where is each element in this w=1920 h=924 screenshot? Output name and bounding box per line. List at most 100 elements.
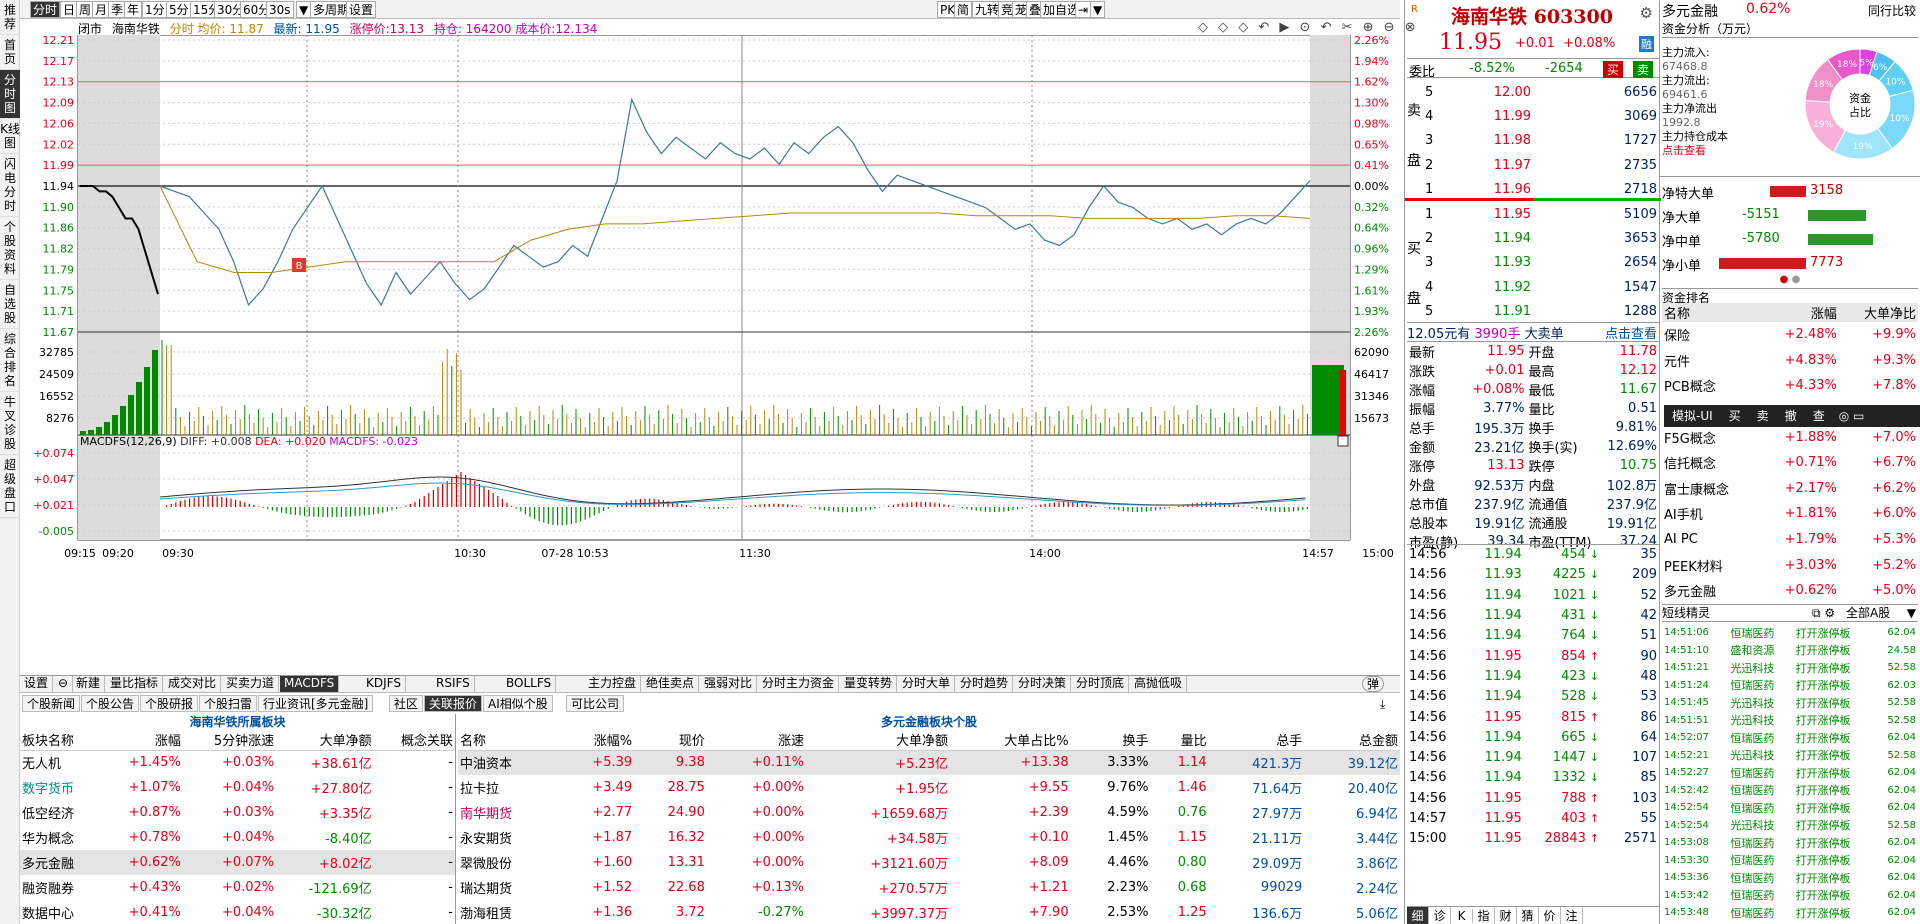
- nav-item-2[interactable]: 分时图: [0, 70, 20, 119]
- header-cell[interactable]: 现价: [634, 730, 707, 751]
- header-cell[interactable]: 涨速: [706, 730, 806, 751]
- table-row[interactable]: 渤海租赁 +1.36 3.72 -0.27% +3997.37万 +7.90 2.53% 1.…: [458, 900, 1400, 924]
- asks-row[interactable]: 5 12.00 6656: [1425, 84, 1657, 100]
- header-cell[interactable]: 总金额: [1304, 730, 1400, 751]
- period-tab-11[interactable]: 30s: [266, 1, 294, 18]
- buy-marker[interactable]: B: [292, 258, 306, 272]
- chart-tools[interactable]: ◇ ◇ ◇ ↶ ▶ ⊙ ↶ ✂ ⊕ ⊖ ⊗: [1198, 20, 1419, 35]
- download-icon[interactable]: ⤓: [1380, 697, 1386, 711]
- indicator-tab-19[interactable]: 高抛低吸: [1130, 676, 1188, 692]
- table-row[interactable]: 中油资本 +5.39 9.38 +0.11% +5.23亿 +13.38 3.33% 1.14…: [458, 750, 1400, 775]
- toolbar-right-4[interactable]: 茏: [1012, 1, 1031, 18]
- shortline-row[interactable]: 14:53:08 恒瑞医药 打开涨停板 62.04: [1664, 836, 1916, 850]
- bigorder-link[interactable]: 点击查看: [1604, 327, 1657, 342]
- table-row[interactable]: 富士康概念 +2.17% +6.2%: [1664, 480, 1916, 498]
- sim-menu-item-4[interactable]: 查: [1812, 409, 1825, 423]
- table-row[interactable]: 拉卡拉 +3.49 28.75 +0.00% +1.95亿 +9.55 9.76% 1.46 7…: [458, 775, 1400, 800]
- pager-dots[interactable]: ● ●: [1779, 274, 1801, 285]
- header-cell[interactable]: 大单净额: [805, 730, 951, 751]
- table-row[interactable]: 无人机 +1.45% +0.03% +38.61亿 -: [20, 750, 455, 775]
- toolbar-right-0[interactable]: PK: [937, 1, 959, 18]
- shortline-row[interactable]: 14:53:42 恒瑞医药 打开涨停板 62.04: [1664, 889, 1916, 903]
- sim-menu-item-0[interactable]: 模拟-UI: [1672, 409, 1713, 423]
- table-row[interactable]: 元件 +4.83% +9.3%: [1664, 352, 1916, 370]
- header-cell[interactable]: 板块名称: [20, 730, 102, 751]
- header-cell[interactable]: 量比: [1150, 730, 1209, 751]
- sub-tab-4[interactable]: 行业资讯[多元金融]: [258, 695, 374, 712]
- shortline-row[interactable]: 14:51:24 恒瑞医药 打开涨停板 62.03: [1664, 679, 1916, 693]
- shortline-row[interactable]: 14:51:45 光迅科技 打开涨停板 52.58: [1664, 696, 1916, 710]
- table-row[interactable]: PEEK材料 +3.03% +5.2%: [1664, 557, 1916, 575]
- quote-tab-7[interactable]: 注: [1561, 907, 1583, 924]
- nav-item-6[interactable]: 自选股: [0, 280, 20, 329]
- bids-row[interactable]: 1 11.95 5109: [1425, 206, 1657, 222]
- header-cell[interactable]: 概念关联: [373, 730, 455, 751]
- table-row[interactable]: AI PC +1.79% +5.3%: [1664, 532, 1916, 548]
- toolbar-right-8[interactable]: ▼: [1090, 1, 1106, 18]
- period-tab-0[interactable]: 分时: [30, 1, 61, 18]
- indicator-tab-1[interactable]: ⊖: [54, 676, 74, 692]
- table-row[interactable]: 信托概念 +0.71% +6.7%: [1664, 455, 1916, 473]
- asks-row[interactable]: 3 11.98 1727: [1425, 133, 1657, 149]
- shortline-row[interactable]: 14:52:42 恒瑞医药 打开涨停板 62.04: [1664, 784, 1916, 798]
- sub-tab-3[interactable]: 个股扫雷: [199, 695, 258, 712]
- nav-item-0[interactable]: 推荐: [0, 0, 20, 35]
- header-cell[interactable]: 名称: [458, 730, 557, 751]
- quote-tab-5[interactable]: 猜: [1517, 907, 1539, 924]
- shortline-row[interactable]: 14:52:54 光迅科技 打开涨停板 52.58: [1664, 819, 1916, 833]
- asks-row[interactable]: 4 11.99 3069: [1425, 109, 1657, 125]
- table-row[interactable]: 多元金融 +0.62% +5.0%: [1664, 583, 1916, 601]
- indicator-tab-13[interactable]: 分时主力资金: [758, 676, 840, 692]
- sub-tab-8[interactable]: 可比公司: [566, 695, 625, 712]
- quote-tab-0[interactable]: 细: [1407, 907, 1429, 924]
- indicator-tab-4[interactable]: 成交对比: [164, 676, 222, 692]
- quote-tab-3[interactable]: 指: [1473, 907, 1495, 924]
- header-cell[interactable]: 总手: [1208, 730, 1305, 751]
- shortline-row[interactable]: 14:52:27 恒瑞医药 打开涨停板 62.04: [1664, 766, 1916, 780]
- indicator-tab-8[interactable]: RSIFS: [432, 676, 475, 692]
- table-row[interactable]: 瑞达期货 +1.52 22.68 +0.13% +270.57万 +1.21 2.23% 0.…: [458, 875, 1400, 900]
- nav-item-9[interactable]: 超级盘口: [0, 455, 20, 518]
- header-cell[interactable]: 大单占比%: [950, 730, 1071, 751]
- indicator-tab-10[interactable]: 主力控盘: [584, 676, 642, 692]
- period-tab-7[interactable]: 5分: [166, 1, 192, 18]
- indicator-tab-7[interactable]: KDJFS: [362, 676, 406, 692]
- header-cell[interactable]: 换手: [1070, 730, 1151, 751]
- header-cell[interactable]: 涨幅: [1810, 307, 1837, 322]
- table-row[interactable]: 南华期货 +2.77 24.90 +0.00% +1659.68万 +2.39 4.59% 0…: [458, 800, 1400, 825]
- gear-icon[interactable]: ⚙: [1639, 4, 1653, 22]
- indicator-tab-9[interactable]: BOLLFS: [502, 676, 557, 692]
- sub-tab-0[interactable]: 个股新闻: [22, 695, 81, 712]
- period-tab-2[interactable]: 周: [76, 1, 95, 18]
- table-row[interactable]: 低空经济 +0.87% +0.03% +3.35亿 -: [20, 800, 455, 825]
- table-row[interactable]: F5G概念 +1.88% +7.0%: [1664, 429, 1916, 447]
- period-tab-13[interactable]: 多周期: [310, 1, 353, 18]
- quote-tab-1[interactable]: 诊: [1429, 907, 1451, 924]
- sim-menu-item-1[interactable]: 买: [1728, 409, 1741, 423]
- quote-tab-6[interactable]: 价: [1539, 907, 1561, 924]
- nav-item-3[interactable]: K线图: [0, 119, 20, 154]
- bids-row[interactable]: 4 11.92 1547: [1425, 279, 1657, 295]
- indicator-tab-6[interactable]: MACDFS: [280, 676, 340, 692]
- cost-link[interactable]: 点击查看: [1662, 144, 1706, 157]
- toolbar-right-7[interactable]: ⇥: [1075, 1, 1092, 18]
- buy-button[interactable]: 买: [1603, 61, 1624, 78]
- sub-tab-1[interactable]: 个股公告: [81, 695, 140, 712]
- indicator-tab-0[interactable]: 设置: [20, 676, 54, 692]
- header-cell[interactable]: 涨幅%: [556, 730, 635, 751]
- shortline-row[interactable]: 14:53:48 恒瑞医药 打开涨停板 62.04: [1664, 906, 1916, 920]
- header-cell[interactable]: 涨幅: [101, 730, 183, 751]
- bids-row[interactable]: 5 11.91 1288: [1425, 304, 1657, 320]
- table-row[interactable]: 翠微股份 +1.60 13.31 +0.00% +3121.60万 +8.09 4.46% 0…: [458, 850, 1400, 875]
- shortline-row[interactable]: 14:52:21 光迅科技 打开涨停板 52.58: [1664, 749, 1916, 763]
- shortline-settings-icon[interactable]: ⧉ ⚙: [1812, 606, 1836, 620]
- table-row[interactable]: 华为概念 +0.78% +0.04% -8.40亿 -: [20, 825, 455, 850]
- close-icon[interactable]: [1337, 435, 1349, 447]
- sub-tab-5[interactable]: 社区: [389, 695, 424, 712]
- header-cell[interactable]: 名称: [1664, 307, 1691, 322]
- shortline-row[interactable]: 14:52:07 恒瑞医药 打开涨停板 62.04: [1664, 731, 1916, 745]
- indicator-tab-2[interactable]: 新建: [72, 676, 106, 692]
- shortline-row[interactable]: 14:53:30 恒瑞医药 打开涨停板 62.04: [1664, 854, 1916, 868]
- shortline-row[interactable]: 14:53:36 恒瑞医药 打开涨停板 62.04: [1664, 871, 1916, 885]
- period-tab-1[interactable]: 日: [60, 1, 79, 18]
